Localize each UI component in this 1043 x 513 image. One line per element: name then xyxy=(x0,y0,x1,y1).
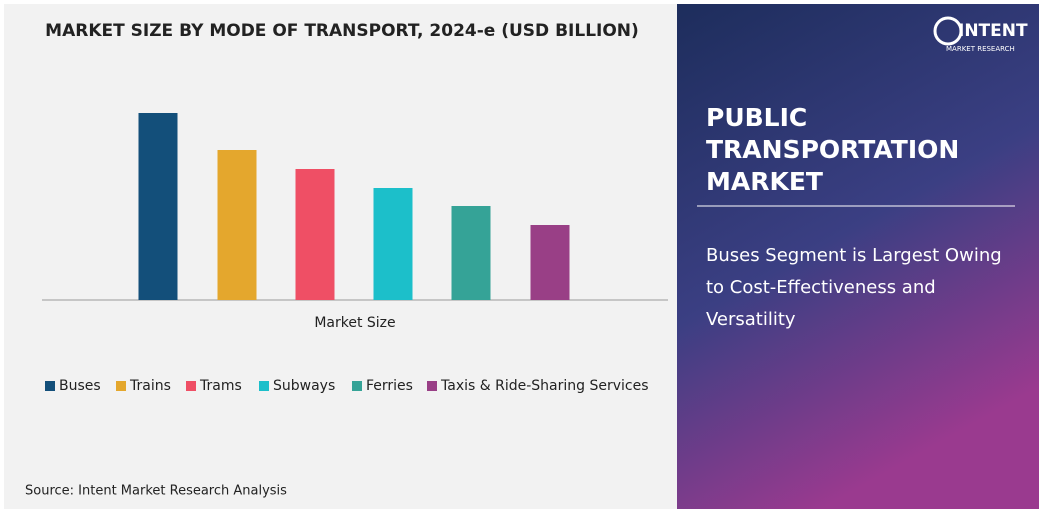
legend-swatch xyxy=(352,381,362,391)
logo-name: INTENT xyxy=(958,21,1028,41)
legend-swatch xyxy=(186,381,196,391)
legend-swatch xyxy=(259,381,269,391)
legend-swatch xyxy=(45,381,55,391)
legend-label: Trains xyxy=(129,378,171,394)
panel-title: PUBLIC TRANSPORTATION MARKET xyxy=(706,103,960,196)
source: Source: Intent Market Research Analysis xyxy=(25,484,287,499)
logo-tagline: MARKET RESEARCH xyxy=(946,45,1015,53)
bar xyxy=(373,188,413,300)
bar xyxy=(138,113,178,300)
chart-title: MARKET SIZE BY MODE OF TRANSPORT, 2024-e… xyxy=(45,21,639,41)
bar xyxy=(295,169,335,300)
legend-label: Trams xyxy=(199,378,242,394)
bar xyxy=(217,150,257,300)
logo-icon xyxy=(933,16,963,46)
bar xyxy=(451,206,491,300)
legend-swatch xyxy=(427,381,437,391)
chart-panel xyxy=(4,4,677,509)
legend-label: Subways xyxy=(273,378,335,394)
panel-subtitle: Buses Segment is Largest Owing to Cost-E… xyxy=(706,245,1002,330)
legend-swatch xyxy=(116,381,126,391)
legend-label: Ferries xyxy=(366,378,413,394)
legend-label: Buses xyxy=(59,378,101,394)
info-panel xyxy=(677,4,1039,509)
legend-label: Taxis & Ride-Sharing Services xyxy=(440,378,649,394)
x-axis-label: Market Size xyxy=(314,315,395,331)
bar xyxy=(530,225,570,300)
